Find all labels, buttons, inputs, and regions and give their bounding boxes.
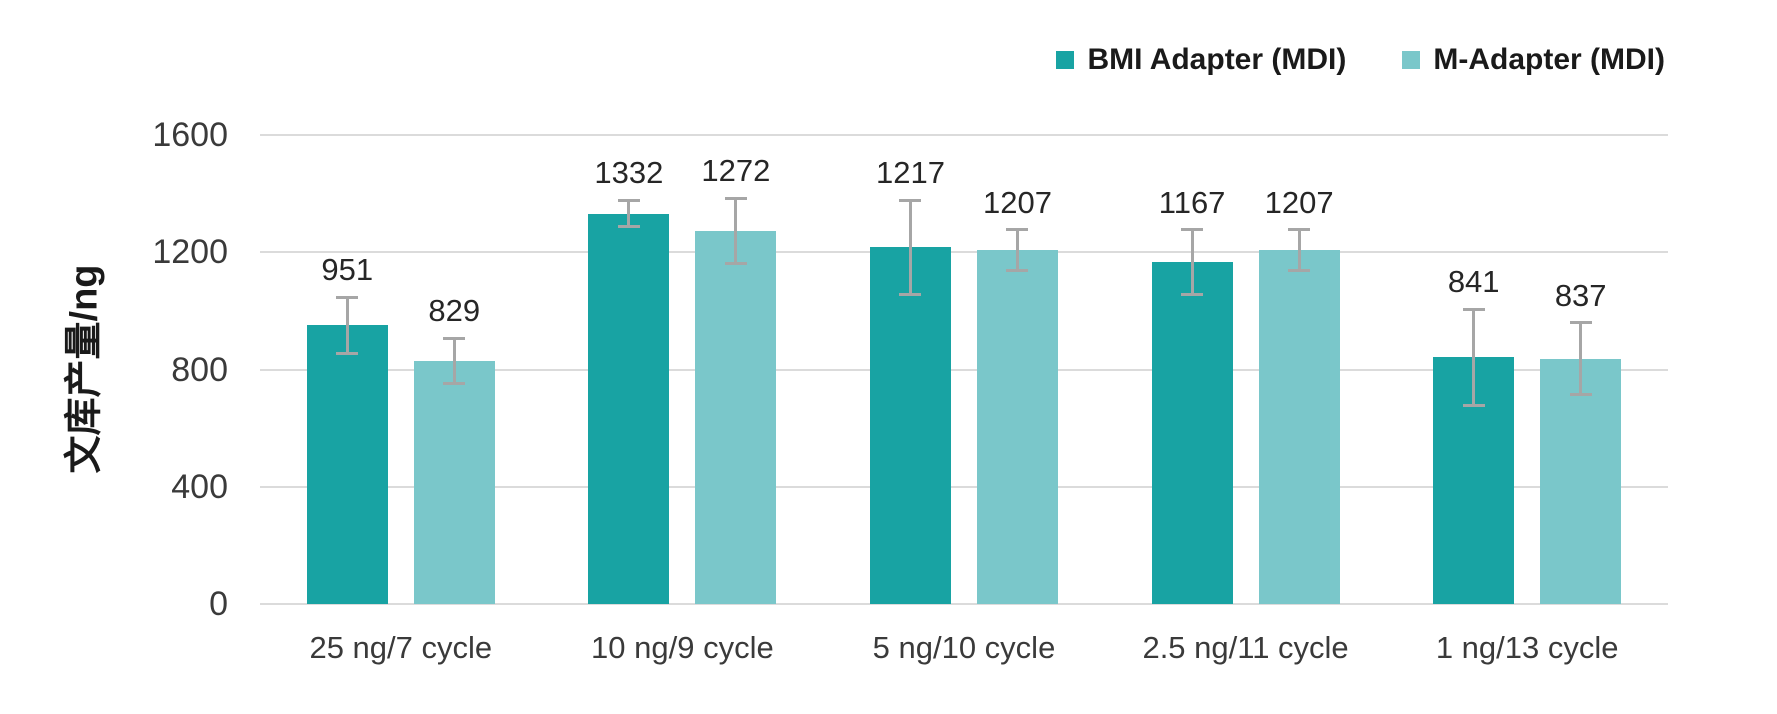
bar-value-label: 841 — [1447, 264, 1500, 300]
bar-column: 1217 — [869, 155, 951, 604]
bar-column: 841 — [1433, 264, 1515, 604]
error-bar-cap-bottom — [443, 382, 466, 386]
x-axis-category-label: 5 ng/10 cycle — [872, 630, 1056, 665]
bar-value-label: 951 — [321, 252, 374, 288]
error-bar-line — [345, 297, 349, 354]
bar-group: 1332 1272 — [542, 135, 824, 604]
legend-swatch-icon — [1056, 51, 1075, 69]
bar — [588, 213, 670, 604]
gridline-400 — [260, 485, 1668, 488]
bar-value-label: 1207 — [1264, 184, 1334, 220]
error-bar-line — [908, 200, 912, 295]
error-bar-cap-top — [443, 336, 466, 340]
bar-column: 1332 — [588, 155, 670, 604]
error-bar-cap-bottom — [1569, 392, 1592, 396]
error-bar-cap-bottom — [1006, 269, 1029, 273]
legend-label: M-Adapter (MDI) — [1433, 43, 1665, 76]
bar-column: 951 — [306, 252, 388, 604]
bar — [1540, 358, 1622, 604]
error-bar-cap-top — [336, 295, 359, 299]
error-bar-cap-bottom — [1288, 269, 1311, 273]
error-bar-cap-top — [1181, 228, 1204, 232]
gridline-1200 — [260, 251, 1668, 254]
bar-value-label: 1207 — [983, 184, 1052, 220]
y-tick-label: 1200 — [152, 233, 228, 272]
bar-column: 829 — [413, 293, 495, 604]
error-bar-cap-bottom — [899, 292, 922, 296]
legend-item-m-adapter: M-Adapter (MDI) — [1402, 43, 1665, 77]
error-bar-cap-top — [1006, 228, 1029, 232]
error-bar-line — [1472, 309, 1476, 406]
error-bar-cap-top — [724, 196, 747, 200]
gridline-800 — [260, 368, 1668, 371]
bar — [976, 250, 1058, 604]
plot-area: 951 829 1332 1272 1217 1207 1167 1207 841 837 — [260, 134, 1668, 605]
bar — [869, 247, 951, 604]
error-bar-cap-bottom — [1462, 404, 1485, 408]
error-bar-line — [1297, 229, 1301, 271]
bar-group: 951 829 — [260, 135, 542, 604]
gridline-1600 — [260, 134, 1668, 136]
error-bar-cap-top — [899, 198, 922, 202]
bar-group: 1217 1207 — [823, 135, 1105, 604]
legend-swatch-icon — [1402, 51, 1421, 69]
y-tick-label: 0 — [209, 585, 228, 623]
bar — [306, 325, 388, 604]
bar — [1258, 250, 1340, 604]
bar-value-label: 1272 — [701, 153, 771, 189]
error-bar-cap-bottom — [1181, 292, 1204, 296]
bar-column: 1207 — [1258, 185, 1340, 604]
y-axis-title: 文库产量/ng — [63, 264, 106, 474]
error-bar-line — [734, 198, 738, 264]
bar-value-label: 837 — [1554, 277, 1607, 313]
gridline-0 — [260, 603, 1668, 605]
bar-group: 841 837 — [1386, 135, 1668, 604]
x-axis-labels: 25 ng/7 cycle 10 ng/9 cycle 5 ng/10 cycle 2… — [260, 630, 1668, 666]
y-tick-label: 400 — [171, 467, 228, 506]
bar — [413, 361, 495, 604]
error-bar-cap-top — [1288, 228, 1311, 232]
bar — [695, 231, 777, 604]
error-bar-line — [1579, 322, 1583, 395]
x-axis-category-label: 25 ng/7 cycle — [309, 630, 493, 665]
error-bar-cap-top — [617, 198, 640, 202]
error-bar-cap-bottom — [724, 262, 747, 266]
error-bar-cap-bottom — [617, 225, 640, 229]
legend-item-bmi-adapter: BMI Adapter (MDI) — [1056, 43, 1346, 77]
error-bar-cap-top — [1462, 307, 1485, 311]
bar-column: 1272 — [695, 153, 777, 604]
x-axis-category-label: 1 ng/13 cycle — [1435, 630, 1619, 665]
bar — [1151, 261, 1233, 604]
bar-column: 1167 — [1151, 185, 1233, 604]
error-bar-line — [627, 200, 631, 227]
y-tick-label: 800 — [171, 350, 228, 389]
error-bar-cap-top — [1569, 321, 1592, 325]
y-tick-label: 1600 — [152, 116, 228, 154]
legend: BMI Adapter (MDI) M-Adapter (MDI) — [1056, 40, 1665, 80]
bar-value-label: 829 — [428, 293, 481, 329]
bar-value-label: 1167 — [1158, 184, 1226, 220]
error-bar-line — [1190, 229, 1194, 295]
bar-group: 1167 1207 — [1105, 135, 1387, 604]
x-axis-category-label: 2.5 ng/11 cycle — [1142, 630, 1349, 665]
bar-column: 837 — [1540, 278, 1622, 604]
bar-value-label: 1332 — [594, 155, 664, 191]
bar-column: 1207 — [976, 185, 1058, 604]
error-bar-line — [1015, 229, 1019, 271]
error-bar-cap-bottom — [336, 351, 359, 355]
bar-value-label: 1217 — [876, 155, 945, 191]
legend-label: BMI Adapter (MDI) — [1087, 43, 1347, 76]
x-axis-category-label: 10 ng/9 cycle — [591, 630, 774, 665]
error-bar-line — [452, 338, 456, 384]
